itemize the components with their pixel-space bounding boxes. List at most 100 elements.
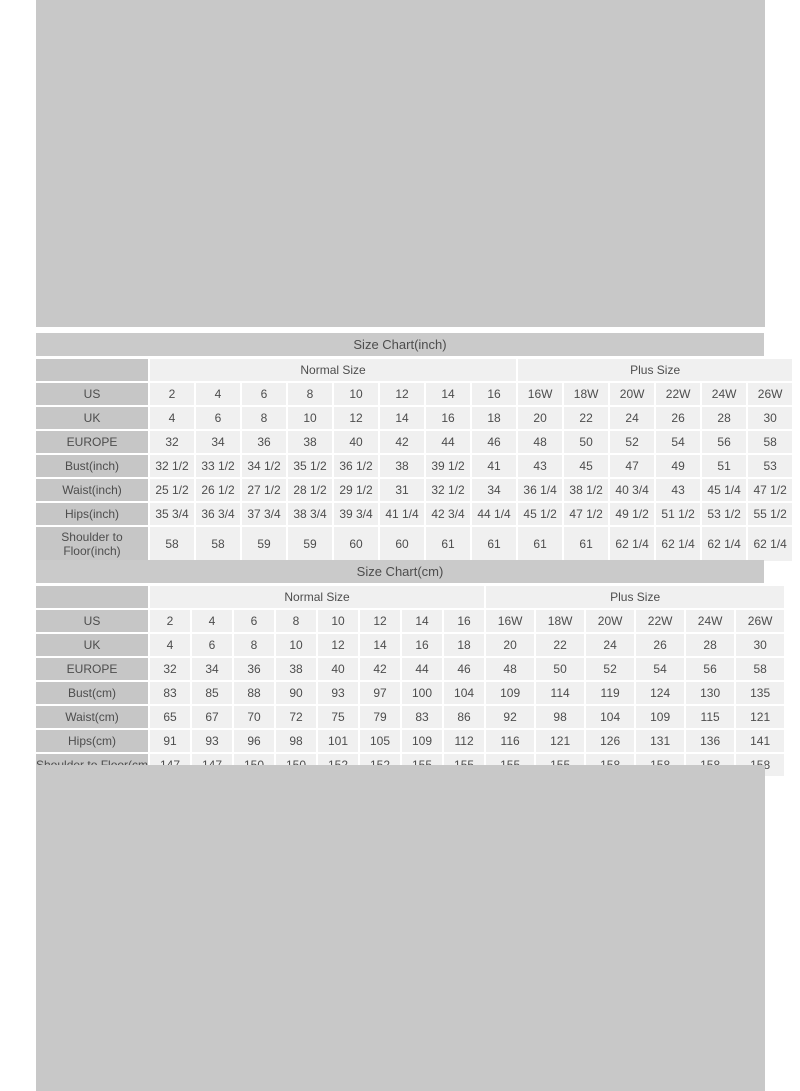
size-value-cell: 32 1/2 xyxy=(426,479,470,501)
size-group-label: Plus Size xyxy=(486,586,785,608)
size-value-cell: 54 xyxy=(636,658,685,680)
size-value-cell: 40 xyxy=(334,431,378,453)
size-chart-inch-title: Size Chart(inch) xyxy=(36,333,764,356)
table-row: Waist(cm) 65 67 70 72 75 79 83 86 92 98 104 109 115 12… xyxy=(36,706,785,728)
size-value-cell: 62 1/4 xyxy=(702,527,747,561)
size-value-cell: 22 xyxy=(564,407,609,429)
size-value-cell: 14 xyxy=(402,610,442,632)
row-label-cell: Hips(inch) xyxy=(36,503,148,525)
size-value-cell: 12 xyxy=(380,383,424,405)
size-value-cell: 38 xyxy=(288,431,332,453)
size-value-cell: 50 xyxy=(536,658,585,680)
size-value-cell: 90 xyxy=(276,682,316,704)
size-value-cell: 70 xyxy=(234,706,274,728)
row-label-cell: Bust(cm) xyxy=(36,682,148,704)
size-value-cell: 65 xyxy=(150,706,190,728)
size-value-cell: 20W xyxy=(610,383,655,405)
size-value-cell: 109 xyxy=(636,706,685,728)
corner-cell xyxy=(36,359,148,381)
size-value-cell: 42 3/4 xyxy=(426,503,470,525)
size-value-cell: 33 1/2 xyxy=(196,455,240,477)
size-value-cell: 24W xyxy=(702,383,747,405)
size-value-cell: 20 xyxy=(486,634,535,656)
size-value-cell: 14 xyxy=(360,634,400,656)
size-chart-inch: Size Chart(inch) Normal Size Plus Size US 2… xyxy=(36,333,793,563)
size-value-cell: 18 xyxy=(444,634,485,656)
size-value-cell: 61 xyxy=(518,527,563,561)
size-value-cell: 61 xyxy=(426,527,470,561)
size-value-cell: 88 xyxy=(234,682,274,704)
size-value-cell: 45 xyxy=(564,455,609,477)
row-label-cell: Shoulder to Floor(inch) xyxy=(36,527,148,561)
row-label-cell: US xyxy=(36,610,148,632)
size-value-cell: 8 xyxy=(242,407,286,429)
size-value-cell: 35 1/2 xyxy=(288,455,332,477)
size-value-cell: 83 xyxy=(402,706,442,728)
size-value-cell: 39 3/4 xyxy=(334,503,378,525)
size-chart-cm-title: Size Chart(cm) xyxy=(36,560,764,583)
size-group-label: Normal Size xyxy=(150,359,517,381)
size-value-cell: 20 xyxy=(518,407,563,429)
size-value-cell: 22W xyxy=(656,383,701,405)
size-value-cell: 6 xyxy=(234,610,274,632)
size-value-cell: 109 xyxy=(486,682,535,704)
size-value-cell: 4 xyxy=(150,634,190,656)
size-value-cell: 10 xyxy=(334,383,378,405)
size-value-cell: 26 xyxy=(656,407,701,429)
size-value-cell: 28 xyxy=(686,634,735,656)
size-value-cell: 40 3/4 xyxy=(610,479,655,501)
size-value-cell: 16 xyxy=(402,634,442,656)
size-value-cell: 37 3/4 xyxy=(242,503,286,525)
table-row: Hips(inch) 35 3/4 36 3/4 37 3/4 38 3/4 39 3/4… xyxy=(36,503,793,525)
size-value-cell: 8 xyxy=(276,610,316,632)
table-row: US 2 4 6 8 10 12 14 16 16W 18W 20W 22W 24W 26W xyxy=(36,610,785,632)
size-value-cell: 43 xyxy=(656,479,701,501)
size-value-cell: 104 xyxy=(444,682,485,704)
size-value-cell: 124 xyxy=(636,682,685,704)
size-value-cell: 18W xyxy=(536,610,585,632)
size-value-cell: 6 xyxy=(196,407,240,429)
size-value-cell: 16W xyxy=(486,610,535,632)
size-value-cell: 36 1/4 xyxy=(518,479,563,501)
size-value-cell: 14 xyxy=(426,383,470,405)
size-value-cell: 32 xyxy=(150,658,190,680)
size-value-cell: 130 xyxy=(686,682,735,704)
size-value-cell: 136 xyxy=(686,730,735,752)
size-value-cell: 62 1/4 xyxy=(748,527,793,561)
size-value-cell: 46 xyxy=(472,431,517,453)
size-value-cell: 58 xyxy=(196,527,240,561)
size-value-cell: 2 xyxy=(150,383,194,405)
size-value-cell: 96 xyxy=(234,730,274,752)
size-value-cell: 4 xyxy=(196,383,240,405)
size-value-cell: 67 xyxy=(192,706,232,728)
size-value-cell: 26 xyxy=(636,634,685,656)
size-value-cell: 105 xyxy=(360,730,400,752)
table-row: Waist(inch) 25 1/2 26 1/2 27 1/2 28 1/2 29 1/… xyxy=(36,479,793,501)
size-value-cell: 55 1/2 xyxy=(748,503,793,525)
size-value-cell: 53 xyxy=(748,455,793,477)
size-value-cell: 34 xyxy=(472,479,517,501)
size-value-cell: 24 xyxy=(610,407,655,429)
size-value-cell: 131 xyxy=(636,730,685,752)
size-value-cell: 51 1/2 xyxy=(656,503,701,525)
size-value-cell: 49 1/2 xyxy=(610,503,655,525)
size-value-cell: 4 xyxy=(150,407,194,429)
size-value-cell: 24 xyxy=(586,634,635,656)
size-value-cell: 126 xyxy=(586,730,635,752)
size-value-cell: 36 3/4 xyxy=(196,503,240,525)
size-value-cell: 75 xyxy=(318,706,358,728)
size-value-cell: 92 xyxy=(486,706,535,728)
size-value-cell: 2 xyxy=(150,610,190,632)
row-label-cell: UK xyxy=(36,407,148,429)
size-value-cell: 20W xyxy=(586,610,635,632)
size-value-cell: 32 xyxy=(150,431,194,453)
row-label-cell: EUROPE xyxy=(36,431,148,453)
size-value-cell: 38 3/4 xyxy=(288,503,332,525)
size-value-cell: 58 xyxy=(736,658,785,680)
size-value-cell: 56 xyxy=(686,658,735,680)
size-value-cell: 109 xyxy=(402,730,442,752)
table-row: Hips(cm) 91 93 96 98 101 105 109 112 116 121 126 131… xyxy=(36,730,785,752)
size-value-cell: 51 xyxy=(702,455,747,477)
size-value-cell: 58 xyxy=(150,527,194,561)
size-value-cell: 60 xyxy=(334,527,378,561)
